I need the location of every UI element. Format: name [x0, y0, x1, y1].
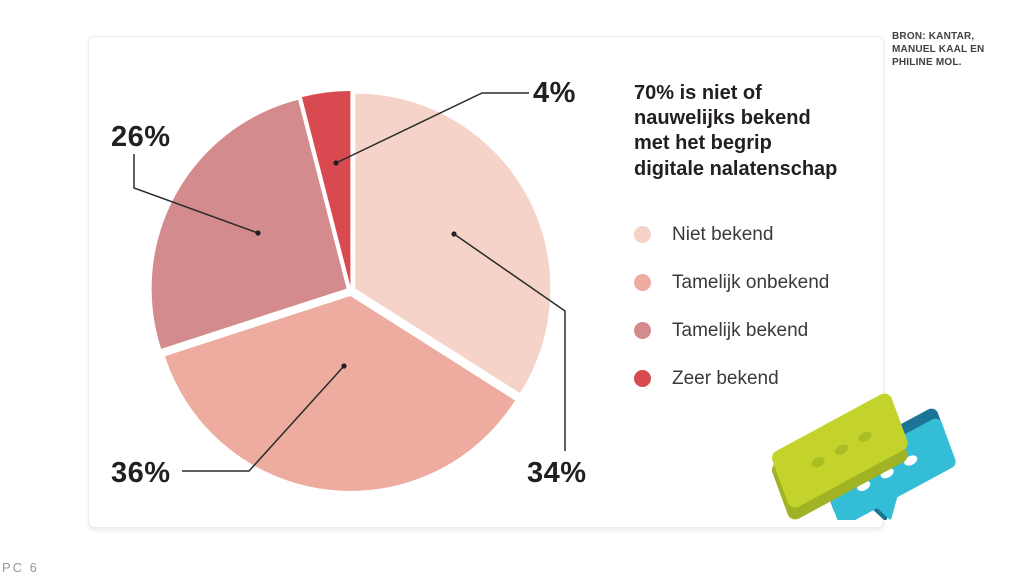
pie-value-label-niet-bekend: 34% — [527, 457, 587, 489]
leader-dot-34pct — [451, 231, 457, 237]
green-bubble-dot — [811, 457, 825, 468]
pie-chart — [133, 91, 566, 491]
pie-value-label-zeer-bekend: 4% — [533, 77, 576, 109]
pie-value-label-tamelijk-bekend: 26% — [111, 121, 171, 153]
legend-item-tamelijk-onbekend: Tamelijk onbekend — [634, 273, 829, 292]
legend-label: Zeer bekend — [672, 368, 779, 389]
pie-slices — [151, 91, 551, 491]
chart-sidebar: 70% is niet of nauwelijks bekend met het… — [634, 81, 849, 388]
pie-slice-tamelijk-bekend — [151, 99, 347, 349]
cyan-bubble-tail — [871, 487, 900, 520]
legend-dot-icon — [634, 370, 651, 387]
pie-slice-zeer-bekend — [301, 91, 351, 287]
green-bubble-dot — [834, 444, 849, 455]
chat-bubbles-illustration — [772, 393, 956, 520]
chart-title: 70% is niet of nauwelijks bekend met het… — [634, 82, 838, 180]
legend-item-zeer-bekend: Zeer bekend — [634, 369, 829, 388]
legend-dot-icon — [634, 322, 651, 339]
leader-line-34pct — [453, 233, 566, 451]
leader-line-36pct — [182, 365, 345, 472]
green-bubble-dot — [858, 431, 872, 443]
leader-line-4pct — [335, 92, 529, 164]
leader-dot-4pct — [333, 160, 339, 166]
pie-slice-niet-bekend — [355, 93, 551, 394]
chart-legend: Niet bekend Tamelijk onbekend Tamelijk b… — [634, 225, 829, 388]
legend-item-niet-bekend: Niet bekend — [634, 225, 829, 244]
legend-label: Tamelijk bekend — [672, 320, 809, 341]
chart-card: 4% 26% 36% 34% 70% is niet of nauwelijks… — [88, 36, 884, 528]
source-credit: BRON: KANTAR, MANUEL KAAL EN PHILINE MOL… — [892, 31, 985, 69]
cyan-bubble-dot — [904, 455, 918, 466]
pie-slice-tamelijk-onbekend — [164, 295, 516, 491]
page-number: PC 6 — [2, 560, 39, 575]
leader-dot-26pct — [255, 230, 261, 236]
leader-dot-36pct — [341, 363, 347, 369]
legend-label: Tamelijk onbekend — [672, 272, 830, 293]
legend-item-tamelijk-bekend: Tamelijk bekend — [634, 321, 829, 340]
pie-value-label-tamelijk-onbekend: 36% — [111, 457, 171, 489]
legend-dot-icon — [634, 274, 651, 291]
leader-line-26pct — [133, 154, 259, 234]
leader-lines — [133, 92, 566, 472]
legend-label: Niet bekend — [672, 224, 774, 245]
legend-dot-icon — [634, 226, 651, 243]
